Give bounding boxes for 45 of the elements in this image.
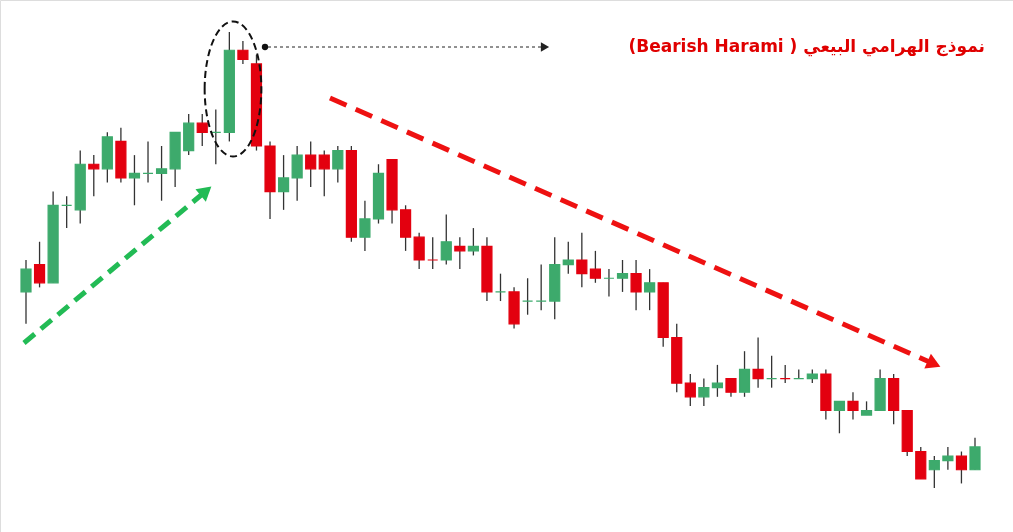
candlestick	[942, 446, 954, 471]
candlestick	[738, 350, 751, 398]
candlestick	[522, 277, 534, 316]
annotation: نموذج الهرامي البيعي ( Bearish Harami)	[628, 36, 985, 57]
candlestick	[210, 108, 222, 165]
candlestick	[61, 195, 73, 229]
candlestick	[305, 140, 317, 188]
candlestick	[698, 377, 710, 407]
candlestick	[413, 231, 425, 270]
candlestick	[142, 140, 154, 184]
candlestick	[711, 364, 724, 398]
candlestick	[33, 241, 46, 289]
candlestick	[440, 213, 452, 266]
candlestick	[454, 236, 466, 270]
candlestick	[644, 268, 656, 311]
candlestick	[630, 259, 642, 311]
candlestick	[576, 231, 588, 289]
candlestick	[427, 236, 439, 270]
candlestick	[277, 154, 290, 211]
candlestick	[833, 400, 846, 434]
candlestick	[928, 455, 940, 489]
candlestick	[616, 259, 629, 293]
candlestick	[562, 241, 574, 275]
candlestick	[969, 437, 981, 471]
candlestick	[779, 364, 791, 384]
candlestick	[535, 263, 547, 311]
candlestick	[752, 336, 764, 389]
candlestick	[318, 149, 330, 197]
candlestick	[359, 200, 371, 252]
candlestick	[589, 250, 601, 284]
candlestick	[494, 273, 507, 302]
candlestick	[196, 113, 208, 147]
candlestick	[128, 154, 141, 206]
candlestick	[684, 373, 696, 407]
candlestick	[20, 259, 32, 325]
candlestick	[847, 391, 859, 421]
candlestick	[291, 145, 303, 202]
candlestick	[155, 145, 168, 202]
candlestick	[725, 377, 737, 398]
candlestick	[603, 268, 615, 298]
candlestick	[332, 145, 344, 184]
candlestick	[237, 40, 249, 65]
candlestick	[467, 227, 479, 257]
candlestick	[955, 450, 968, 485]
candlestick	[766, 355, 778, 389]
